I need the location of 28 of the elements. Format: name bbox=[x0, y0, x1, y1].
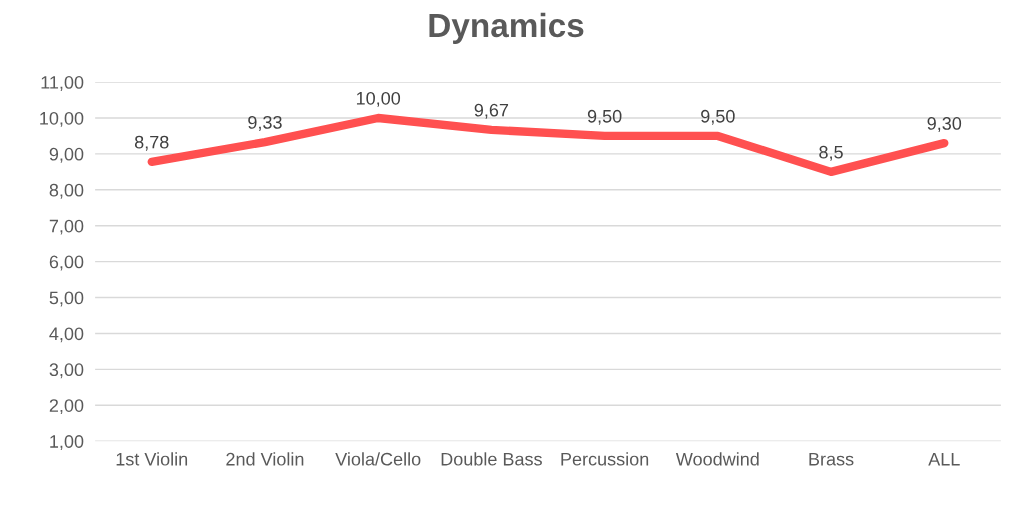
data-label: 8,5 bbox=[819, 145, 843, 161]
x-tick-label: Brass bbox=[809, 452, 854, 466]
y-tick-label: 3,00 bbox=[49, 363, 84, 379]
data-label: 9,30 bbox=[927, 117, 962, 132]
y-tick-label: 10,00 bbox=[40, 111, 84, 127]
y-tick-label: 7,00 bbox=[49, 219, 84, 235]
chart-title: Dynamics bbox=[429, 12, 584, 44]
data-label: 8,78 bbox=[134, 135, 169, 151]
data-label: 9,33 bbox=[248, 115, 282, 131]
y-tick-label: 1,00 bbox=[50, 435, 84, 451]
x-tick-label: ALL bbox=[928, 452, 960, 466]
y-tick-label: 11,00 bbox=[41, 76, 84, 91]
y-tick-label: 4,00 bbox=[49, 327, 84, 343]
y-tick-label: 9,00 bbox=[49, 147, 84, 163]
x-tick-label: Double Bass bbox=[441, 452, 542, 466]
y-tick-label: 2,00 bbox=[49, 399, 84, 415]
y-tick-label: 8,00 bbox=[49, 183, 84, 199]
x-tick-label: Woodwind bbox=[675, 452, 759, 466]
data-label: 9,67 bbox=[474, 103, 509, 119]
x-tick-label: Viola/Cello bbox=[335, 452, 421, 466]
data-label: 9,50 bbox=[587, 109, 622, 125]
x-tick-label: 1st Violin bbox=[116, 452, 188, 466]
data-label: 10,00 bbox=[356, 91, 401, 107]
y-tick-label: 6,00 bbox=[49, 255, 84, 271]
y-tick-label: 5,00 bbox=[49, 291, 84, 307]
data-label: 9,50 bbox=[701, 109, 735, 125]
x-tick-label: Percussion bbox=[561, 452, 649, 466]
x-tick-label: 2nd Violin bbox=[226, 452, 304, 466]
